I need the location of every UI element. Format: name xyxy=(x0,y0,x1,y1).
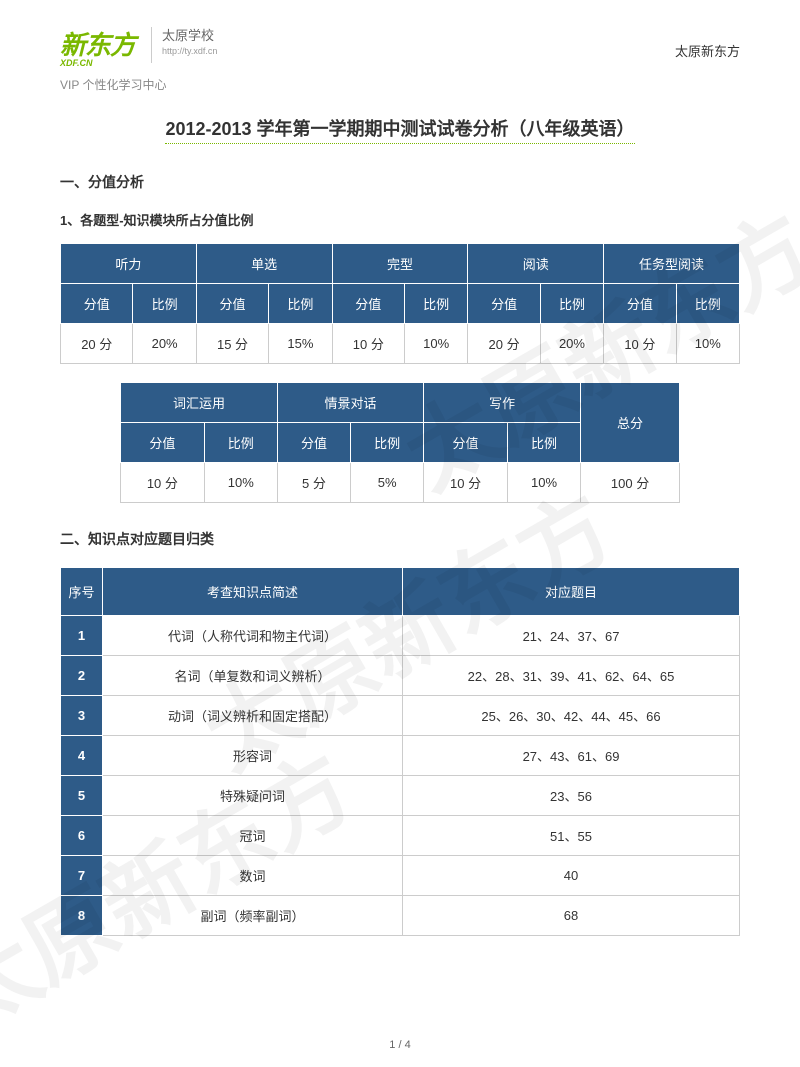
question-numbers: 25、26、30、42、44、45、66 xyxy=(403,696,740,736)
table-subheader: 分值 xyxy=(332,284,404,324)
knowledge-desc: 形容词 xyxy=(103,736,403,776)
logo-subtext: XDF.CN xyxy=(60,58,135,68)
school-url: http://ty.xdf.cn xyxy=(162,46,217,56)
knowledge-desc: 动词（词义辨析和固定搭配） xyxy=(103,696,403,736)
table-subheader: 比例 xyxy=(133,284,196,324)
table-subheader: 分值 xyxy=(468,284,540,324)
table-subheader: 分值 xyxy=(121,423,205,463)
score-table-1: 听力 单选 完型 阅读 任务型阅读 分值 比例 分值 比例 分值 比例 分值 比… xyxy=(60,243,740,364)
table-cell: 10 分 xyxy=(424,463,508,503)
table-header: 听力 xyxy=(61,244,197,284)
table-subheader: 比例 xyxy=(540,284,603,324)
table-cell: 10 分 xyxy=(332,324,404,364)
subsection-1-heading: 1、各题型-知识模块所占分值比例 xyxy=(60,210,740,229)
table-subheader: 分值 xyxy=(277,423,350,463)
table-subheader: 比例 xyxy=(405,284,468,324)
header-right-text: 太原新东方 xyxy=(675,41,740,60)
table-header: 考查知识点简述 xyxy=(103,568,403,616)
knowledge-desc: 名词（单复数和词义辨析） xyxy=(103,656,403,696)
row-index: 3 xyxy=(61,696,103,736)
row-index: 6 xyxy=(61,816,103,856)
table-cell: 10% xyxy=(204,463,277,503)
question-numbers: 40 xyxy=(403,856,740,896)
table-header: 写作 xyxy=(424,383,581,423)
page-number: 1 / 4 xyxy=(0,1039,800,1051)
table-header: 任务型阅读 xyxy=(604,244,740,284)
table-cell: 5% xyxy=(351,463,424,503)
table-header: 对应题目 xyxy=(403,568,740,616)
row-index: 4 xyxy=(61,736,103,776)
school-name: 太原学校 xyxy=(162,25,217,44)
table-cell: 10% xyxy=(405,324,468,364)
row-index: 2 xyxy=(61,656,103,696)
table-subheader: 比例 xyxy=(507,423,580,463)
table-cell: 5 分 xyxy=(277,463,350,503)
page-title: 2012-2013 学年第一学期期中测试试卷分析（八年级英语） xyxy=(165,115,634,144)
question-numbers: 51、55 xyxy=(403,816,740,856)
table-cell: 10 分 xyxy=(121,463,205,503)
section-1-heading: 一、分值分析 xyxy=(60,172,740,192)
table-cell: 20% xyxy=(133,324,196,364)
table-subheader: 比例 xyxy=(204,423,277,463)
question-numbers: 27、43、61、69 xyxy=(403,736,740,776)
table-subheader: 比例 xyxy=(351,423,424,463)
knowledge-desc: 冠词 xyxy=(103,816,403,856)
row-index: 1 xyxy=(61,616,103,656)
table-cell: 10% xyxy=(507,463,580,503)
table-header: 完型 xyxy=(332,244,468,284)
row-index: 8 xyxy=(61,896,103,936)
table-header: 阅读 xyxy=(468,244,604,284)
section-2-heading: 二、知识点对应题目归类 xyxy=(60,529,740,549)
table-header: 序号 xyxy=(61,568,103,616)
page-header: 新东方 XDF.CN 太原学校 http://ty.xdf.cn 太原新东方 xyxy=(60,25,740,68)
table-subheader: 分值 xyxy=(604,284,676,324)
table-subheader: 比例 xyxy=(676,284,739,324)
table-cell: 10% xyxy=(676,324,739,364)
table-subheader: 分值 xyxy=(424,423,508,463)
logo: 新东方 XDF.CN xyxy=(60,25,135,68)
table-cell: 10 分 xyxy=(604,324,676,364)
table-subheader: 比例 xyxy=(269,284,332,324)
table-header: 情景对话 xyxy=(277,383,423,423)
knowledge-desc: 数词 xyxy=(103,856,403,896)
vertical-divider xyxy=(151,27,152,63)
row-index: 7 xyxy=(61,856,103,896)
question-numbers: 23、56 xyxy=(403,776,740,816)
table-cell: 20 分 xyxy=(468,324,540,364)
question-numbers: 68 xyxy=(403,896,740,936)
table-header: 词汇运用 xyxy=(121,383,278,423)
table-header: 单选 xyxy=(196,244,332,284)
knowledge-desc: 代词（人称代词和物主代词） xyxy=(103,616,403,656)
table-subheader: 分值 xyxy=(61,284,133,324)
logo-text: 新东方 xyxy=(60,25,135,62)
question-numbers: 21、24、37、67 xyxy=(403,616,740,656)
question-numbers: 22、28、31、39、41、62、64、65 xyxy=(403,656,740,696)
table-cell: 15% xyxy=(269,324,332,364)
table-cell: 20 分 xyxy=(61,324,133,364)
knowledge-table: 序号 考查知识点简述 对应题目 1代词（人称代词和物主代词）21、24、37、6… xyxy=(60,567,740,936)
knowledge-desc: 特殊疑问词 xyxy=(103,776,403,816)
table-cell: 20% xyxy=(540,324,603,364)
score-table-2: 词汇运用 情景对话 写作 总分 分值 比例 分值 比例 分值 比例 10 分 1… xyxy=(120,382,680,503)
table-header: 总分 xyxy=(581,383,680,463)
vip-subtitle: VIP 个性化学习中心 xyxy=(60,76,740,93)
knowledge-desc: 副词（频率副词） xyxy=(103,896,403,936)
table-subheader: 分值 xyxy=(196,284,268,324)
table-cell: 15 分 xyxy=(196,324,268,364)
row-index: 5 xyxy=(61,776,103,816)
table-cell: 100 分 xyxy=(581,463,680,503)
